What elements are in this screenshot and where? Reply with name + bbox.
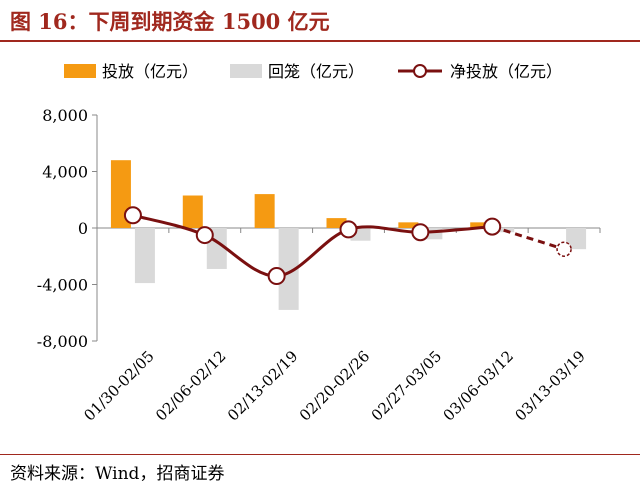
y-axis: 8,000 4,000 0 -4,000 -8,000	[37, 106, 98, 351]
x-axis: 01/30-02/0502/06-02/1202/13-02/1902/20-0…	[80, 227, 601, 425]
net-line-dashed	[491, 225, 565, 251]
legend-label-0: 投放（亿元）	[102, 62, 198, 81]
bar-withdraw	[422, 228, 443, 240]
legend-marker	[413, 64, 427, 78]
legend-label-2: 净投放（亿元）	[450, 62, 562, 81]
y-tick-label: 0	[78, 219, 88, 238]
net-point	[411, 223, 430, 242]
source-note: 资料来源：Wind，招商证券	[10, 464, 225, 484]
x-tick-label: 02/06-02/12	[152, 347, 229, 424]
bar-invest	[470, 222, 491, 228]
legend: 投放（亿元） 回笼（亿元） 净投放（亿元）	[64, 62, 562, 81]
net-point	[483, 217, 502, 236]
bar-invest	[326, 218, 347, 228]
net-point	[339, 220, 358, 239]
footer-divider	[0, 454, 640, 455]
x-tick-label: 03/13-03/19	[511, 347, 588, 424]
bars	[110, 160, 587, 310]
legend-label-1: 回笼（亿元）	[268, 62, 364, 81]
y-tick-label: -4,000	[37, 276, 88, 295]
bar-withdraw	[134, 228, 155, 284]
bar-withdraw	[566, 228, 587, 250]
net-point	[195, 226, 214, 245]
legend-swatch-0	[64, 64, 96, 78]
y-tick-label: -8,000	[37, 332, 88, 351]
y-tick-label: 8,000	[42, 106, 88, 125]
net-point	[123, 206, 142, 225]
x-tick-label: 03/06-03/12	[440, 347, 517, 424]
chart-title: 图 16：下周到期资金 1500 亿元	[10, 9, 330, 34]
title-divider	[0, 40, 640, 42]
net-point	[267, 267, 286, 286]
x-tick-label: 02/20-02/26	[296, 347, 373, 424]
bar-invest	[398, 222, 419, 228]
x-tick-label: 01/30-02/05	[80, 347, 157, 424]
chart: 投放（亿元） 回笼（亿元） 净投放（亿元） 8,000 4,000 0 -4,000 -8,…	[37, 62, 601, 425]
bar-invest	[254, 194, 275, 228]
x-tick-label: 02/27-03/05	[368, 347, 445, 424]
net-point	[556, 241, 572, 257]
bar-withdraw	[278, 228, 299, 310]
x-tick-label: 02/13-02/19	[224, 347, 301, 424]
y-tick-label: 4,000	[42, 163, 88, 182]
bar-invest	[182, 195, 203, 228]
net-line	[123, 206, 572, 286]
legend-swatch-1	[230, 64, 262, 78]
